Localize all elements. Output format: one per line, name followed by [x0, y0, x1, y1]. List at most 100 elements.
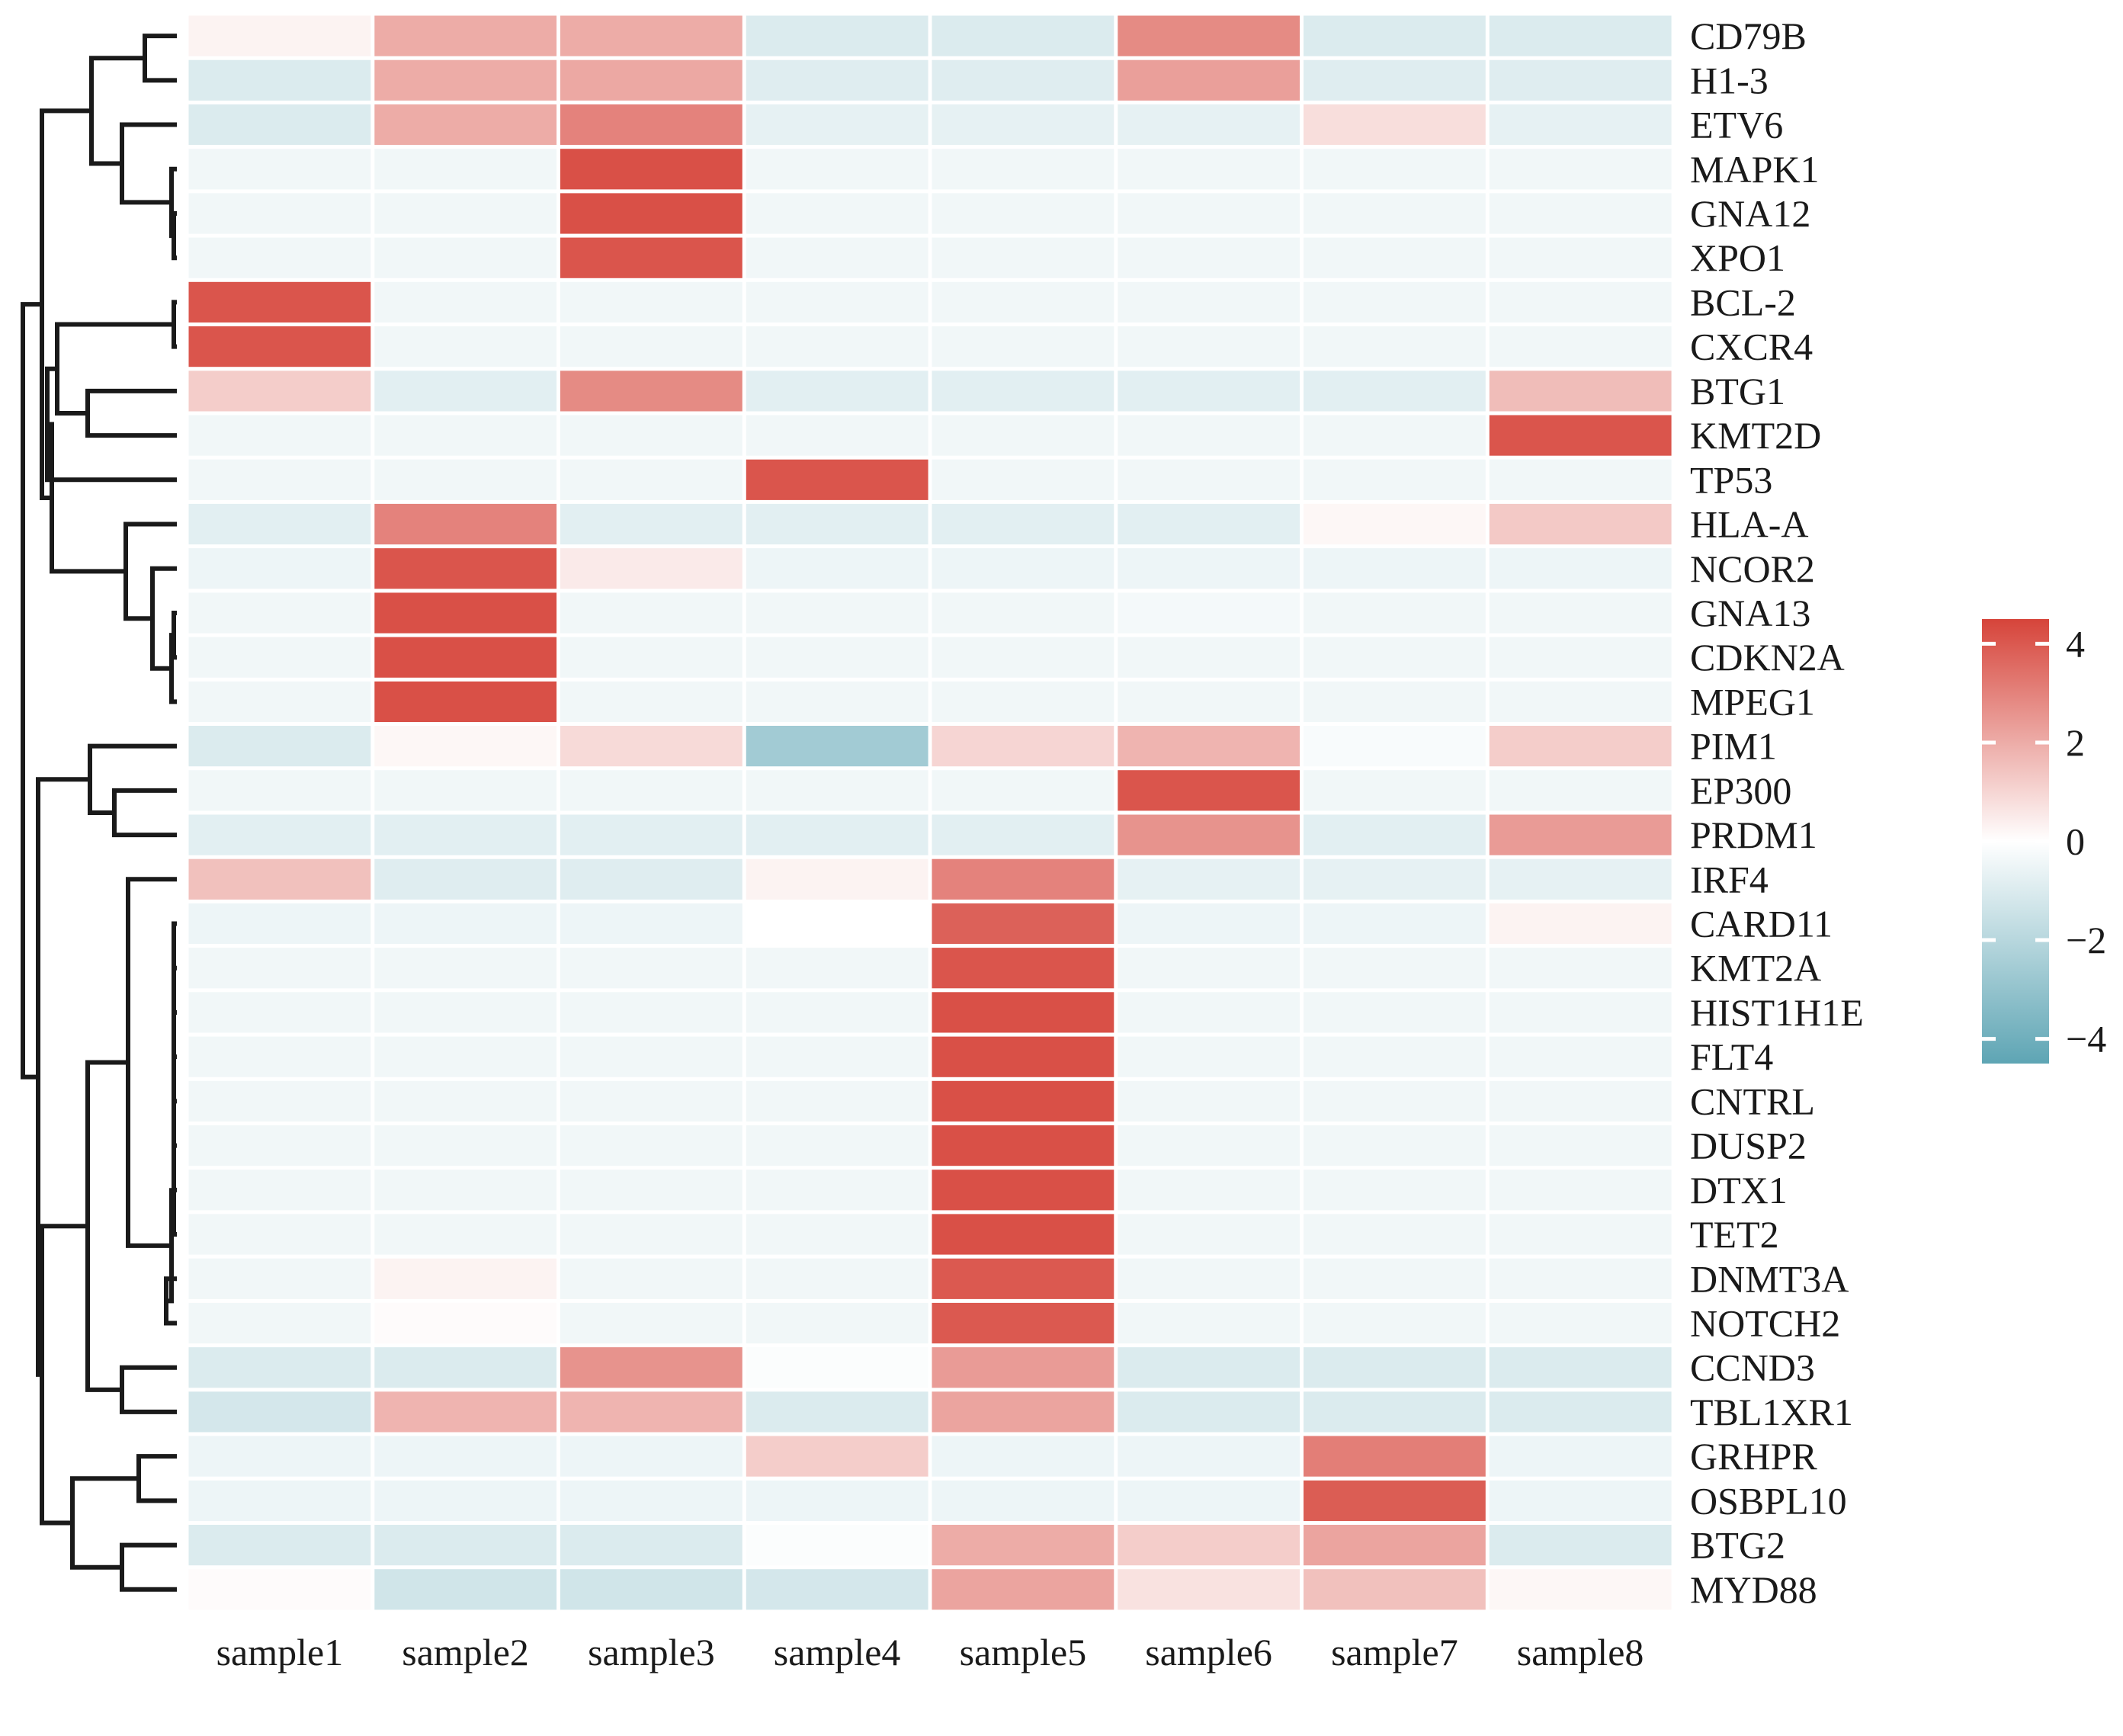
row-label: FLT4: [1690, 1035, 1773, 1078]
heatmap-cell: [374, 548, 557, 589]
heatmap-cell: [932, 415, 1114, 456]
heatmap-cell: [746, 637, 928, 678]
heatmap-cell: [1118, 637, 1300, 678]
heatmap-cell: [746, 1258, 928, 1299]
heatmap-cell: [1489, 149, 1672, 190]
row-label: KMT2D: [1690, 414, 1821, 457]
heatmap-cell: [374, 326, 557, 367]
heatmap-cell: [560, 992, 742, 1033]
dendrogram-branch: [172, 610, 177, 660]
column-label: sample8: [1517, 1631, 1644, 1673]
heatmap-cell: [932, 1480, 1114, 1521]
heatmap-cell: [1489, 1347, 1672, 1388]
row-label: BCL-2: [1690, 281, 1796, 323]
heatmap-cell: [560, 1391, 742, 1433]
heatmap-cell: [560, 326, 742, 367]
heatmap-cell: [1118, 770, 1300, 811]
legend-tick-label: 4: [2066, 622, 2085, 665]
heatmap-cell: [560, 681, 742, 722]
dendrogram-branch: [89, 56, 145, 166]
heatmap-cell: [560, 371, 742, 412]
heatmap-cell: [1304, 237, 1486, 278]
heatmap-cell: [188, 1036, 371, 1077]
heatmap-cell: [374, 770, 557, 811]
heatmap-cell: [1304, 59, 1486, 101]
heatmap-cell: [932, 503, 1114, 545]
heatmap-cell: [746, 237, 928, 278]
row-label: EP300: [1690, 769, 1791, 812]
heatmap-cell: [1118, 1258, 1300, 1299]
heatmap-cell: [746, 1214, 928, 1255]
heatmap-cell: [374, 592, 557, 634]
heatmap-cell: [1118, 459, 1300, 500]
dendrogram-branch: [120, 1542, 177, 1592]
row-label: H1-3: [1690, 59, 1769, 101]
heatmap-cell: [560, 193, 742, 234]
heatmap-cell: [1304, 903, 1486, 945]
heatmap-cell: [1304, 681, 1486, 722]
heatmap-cell: [374, 1036, 557, 1077]
heatmap-cell: [374, 1525, 557, 1566]
heatmap-cell: [932, 992, 1114, 1033]
row-labels: CD79BH1-3ETV6MAPK1GNA12XPO1BCL-2CXCR4BTG…: [1690, 14, 1864, 1611]
heatmap-cell: [932, 1125, 1114, 1166]
heatmap-cell: [1489, 59, 1672, 101]
heatmap-cell: [746, 681, 928, 722]
heatmap-cell: [1118, 1525, 1300, 1566]
legend-tick-label: 0: [2066, 820, 2085, 863]
heatmap-cell: [1304, 548, 1486, 589]
heatmap-cell: [1118, 104, 1300, 146]
heatmap-cell: [746, 948, 928, 989]
heatmap-cell: [932, 548, 1114, 589]
heatmap-cell: [1489, 637, 1672, 678]
heatmap-cell: [1304, 992, 1486, 1033]
column-label: sample3: [588, 1631, 715, 1673]
heatmap-cell: [188, 503, 371, 545]
heatmap-cell: [932, 1569, 1114, 1610]
heatmap-cell: [1118, 371, 1300, 412]
heatmap-cell: [746, 1391, 928, 1433]
row-label: CXCR4: [1690, 326, 1813, 368]
row-label: CNTRL: [1690, 1080, 1815, 1122]
row-dendrogram: [21, 34, 177, 1592]
heatmap-cell: [1489, 681, 1672, 722]
heatmap-cell: [560, 104, 742, 146]
heatmap-cell: [932, 681, 1114, 722]
row-label: GNA13: [1690, 592, 1810, 634]
heatmap-cell: [932, 104, 1114, 146]
heatmap-cell: [560, 770, 742, 811]
row-label: OSBPL10: [1690, 1479, 1847, 1522]
heatmap-cell: [1304, 770, 1486, 811]
heatmap-cell: [932, 637, 1114, 678]
dendrogram-branch: [36, 777, 90, 1377]
heatmap-cell: [188, 1214, 371, 1255]
dendrogram-branch: [85, 388, 177, 438]
heatmap-cell: [932, 1170, 1114, 1211]
dendrogram-branch: [143, 34, 177, 83]
row-label: BTG2: [1690, 1524, 1785, 1567]
heatmap-cell: [374, 726, 557, 767]
heatmap-cell: [746, 371, 928, 412]
heatmap-cell: [746, 1302, 928, 1344]
heatmap-cell: [1118, 1391, 1300, 1433]
dendrogram-branch: [45, 366, 177, 483]
dendrogram-branch: [136, 1454, 177, 1503]
heatmap-cell: [374, 149, 557, 190]
heatmap-cell: [1304, 193, 1486, 234]
row-label: DNMT3A: [1690, 1257, 1849, 1300]
heatmap-cell: [932, 1036, 1114, 1077]
heatmap-cell: [1118, 1170, 1300, 1211]
heatmap-cell: [188, 770, 371, 811]
heatmap-cell: [932, 1302, 1114, 1344]
heatmap-cell: [746, 59, 928, 101]
heatmap-cell: [374, 1436, 557, 1477]
heatmap-cell: [1489, 592, 1672, 634]
heatmap-cell: [188, 415, 371, 456]
heatmap-cell: [188, 858, 371, 900]
heatmap-cell: [1489, 503, 1672, 545]
heatmap-cell: [746, 1347, 928, 1388]
heatmap-cell: [1118, 326, 1300, 367]
heatmap-cell: [1118, 548, 1300, 589]
heatmap-cell: [560, 503, 742, 545]
heatmap-cell: [1304, 503, 1486, 545]
